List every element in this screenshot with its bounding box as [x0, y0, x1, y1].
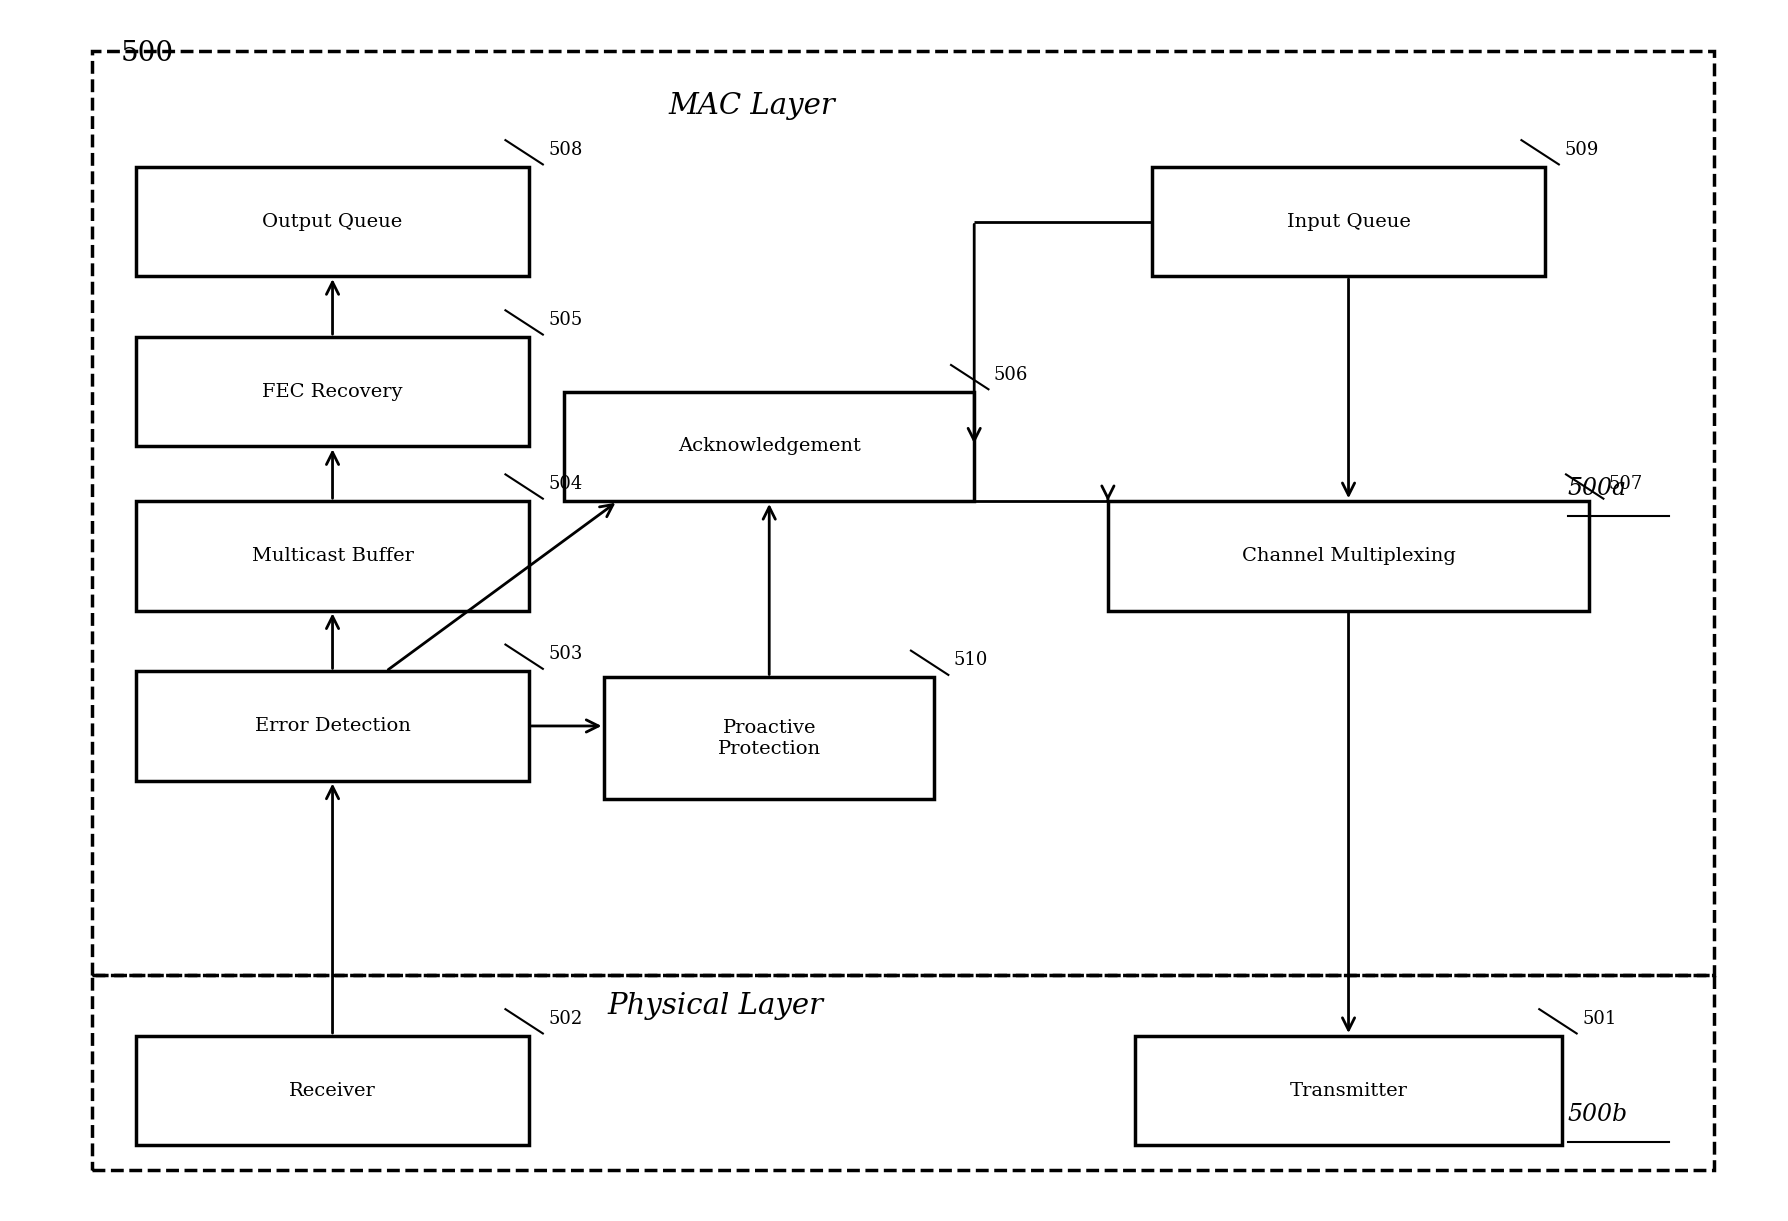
- Text: MAC Layer: MAC Layer: [669, 92, 835, 120]
- Bar: [91, 51, 1715, 976]
- Text: 508: 508: [549, 140, 583, 159]
- Text: FEC Recovery: FEC Recovery: [263, 382, 402, 400]
- Bar: [604, 678, 933, 799]
- Text: Multicast Buffer: Multicast Buffer: [252, 547, 413, 565]
- Text: 510: 510: [953, 651, 989, 669]
- Text: 507: 507: [1609, 475, 1643, 493]
- Text: 502: 502: [549, 1010, 583, 1028]
- Text: Transmitter: Transmitter: [1289, 1082, 1407, 1100]
- Text: Input Queue: Input Queue: [1287, 212, 1411, 231]
- Text: Error Detection: Error Detection: [254, 717, 411, 735]
- Text: 503: 503: [549, 645, 583, 663]
- Bar: [565, 392, 974, 501]
- Bar: [136, 1035, 529, 1145]
- Text: Output Queue: Output Queue: [263, 212, 402, 231]
- Text: 500a: 500a: [1568, 477, 1627, 501]
- Bar: [136, 501, 529, 610]
- Text: 500: 500: [120, 40, 173, 67]
- Text: Acknowledgement: Acknowledgement: [678, 437, 860, 455]
- Bar: [1153, 167, 1545, 276]
- Text: 506: 506: [994, 366, 1028, 383]
- Text: 504: 504: [549, 475, 583, 493]
- Text: Channel Multiplexing: Channel Multiplexing: [1241, 547, 1455, 565]
- Text: 500b: 500b: [1568, 1104, 1627, 1127]
- Bar: [1135, 1035, 1563, 1145]
- Bar: [136, 167, 529, 276]
- Text: Proactive
Protection: Proactive Protection: [717, 719, 821, 757]
- Bar: [136, 672, 529, 780]
- Text: Physical Layer: Physical Layer: [608, 991, 824, 1020]
- Bar: [136, 337, 529, 447]
- Bar: [1109, 501, 1590, 610]
- Text: 505: 505: [549, 311, 583, 328]
- Text: 509: 509: [1564, 140, 1598, 159]
- Text: Receiver: Receiver: [290, 1082, 375, 1100]
- Bar: [91, 976, 1715, 1170]
- Text: 501: 501: [1582, 1010, 1616, 1028]
